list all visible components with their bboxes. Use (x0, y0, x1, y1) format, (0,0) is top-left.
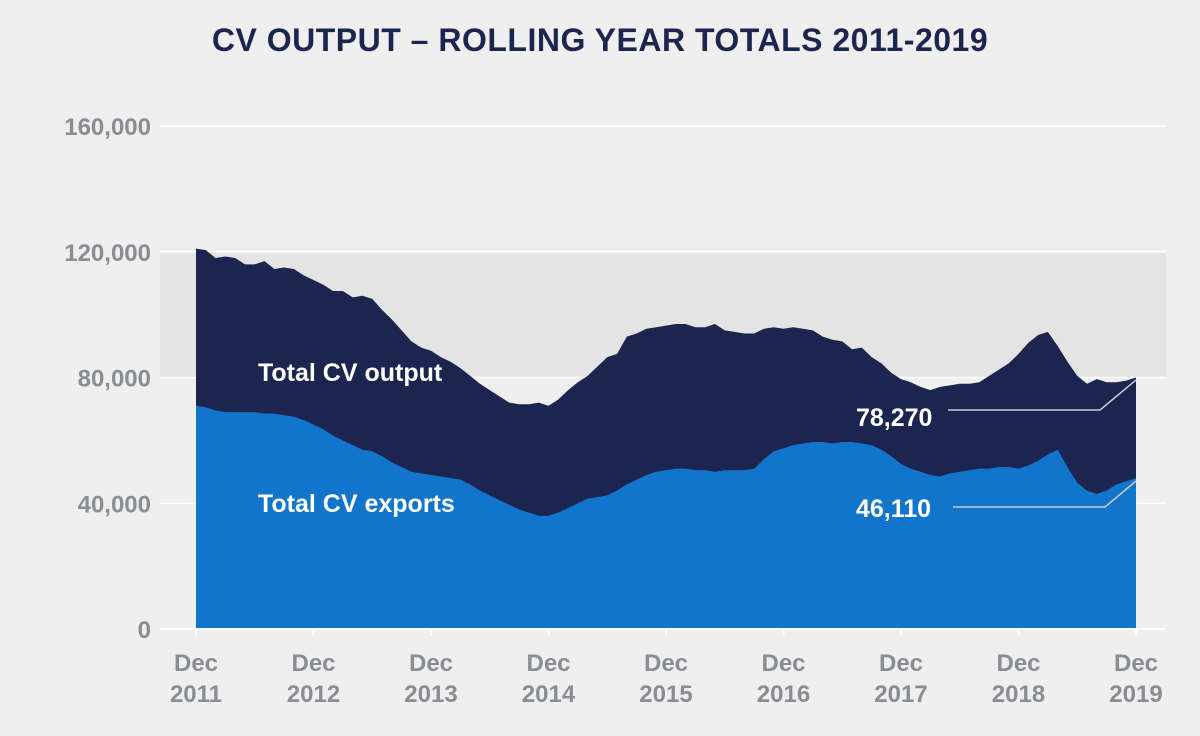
x-tick-label-month-2018: Dec (996, 650, 1040, 677)
x-tick-label-year-2017: 2017 (874, 681, 927, 708)
area-total-cv-exports (196, 405, 1136, 629)
y-tick-label-120000: 120,000 (64, 240, 151, 267)
x-tick-label-year-2011: 2011 (170, 681, 222, 708)
x-tick-label-year-2018: 2018 (992, 681, 1045, 708)
x-tick-label-month-2014: Dec (526, 650, 570, 677)
x-tick-label-year-2016: 2016 (757, 681, 810, 708)
x-tick-label-year-2019: 2019 (1109, 681, 1162, 708)
series-areas (196, 248, 1136, 630)
x-tick-label-month-2013: Dec (409, 650, 453, 677)
y-tick-label-80000: 80,000 (78, 366, 151, 393)
x-tick-label-month-2019: Dec (1114, 650, 1158, 677)
x-tick-label-year-2015: 2015 (639, 681, 692, 708)
y-tick-label-0: 0 (138, 617, 151, 644)
leader-line-output-diag (1099, 379, 1137, 411)
y-tick-label-160000: 160,000 (64, 114, 151, 141)
x-tick-label-month-2016: Dec (761, 650, 805, 677)
leader-line-exports-diag (1104, 480, 1137, 508)
y-axis: 0 40,000 80,000 120,000 160,000 (64, 114, 151, 644)
x-tick-label-year-2014: 2014 (522, 681, 576, 708)
value-label-output: 78,270 (856, 404, 932, 432)
series-label-output: Total CV output (258, 359, 443, 387)
x-tick-label-year-2013: 2013 (404, 681, 457, 708)
value-label-exports: 46,110 (856, 495, 931, 523)
series-label-exports: Total CV exports (258, 490, 455, 518)
x-tick-label-month-2012: Dec (291, 650, 335, 677)
annotations: Total CV output Total CV exports 78,270 … (258, 359, 1137, 523)
chart-title: CV OUTPUT – ROLLING YEAR TOTALS 2011-201… (211, 22, 989, 58)
x-tick-label-month-2011: Dec (174, 650, 218, 677)
x-tick-label-month-2015: Dec (644, 650, 688, 677)
x-tick-label-month-2017: Dec (879, 650, 923, 677)
x-axis: Dec 2011 Dec 2012 Dec 2013 Dec 2014 Dec 2015 Dec 20… (160, 628, 1166, 708)
y-tick-label-40000: 40,000 (78, 491, 151, 518)
x-tick-label-year-2012: 2012 (287, 681, 340, 708)
